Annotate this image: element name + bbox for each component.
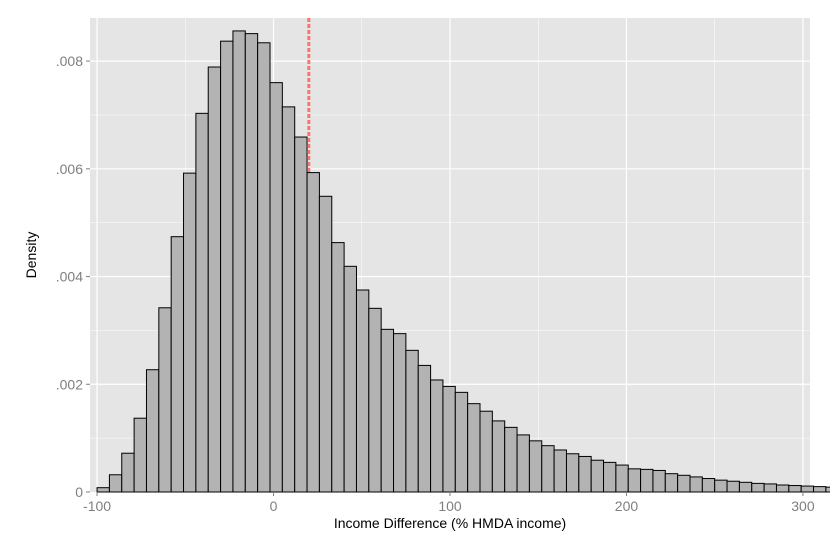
histogram-bar	[467, 403, 481, 493]
histogram-bar	[738, 481, 753, 493]
histogram-bar	[825, 486, 830, 493]
histogram-bar	[553, 449, 567, 493]
histogram-bar	[603, 461, 617, 493]
histogram-bar	[380, 328, 395, 493]
histogram-bar	[763, 483, 777, 493]
histogram-bar	[355, 289, 370, 493]
x-axis-title: Income Difference (% HMDA income)	[334, 515, 566, 531]
y-tick-label: .002	[56, 376, 83, 392]
histogram-bar	[590, 459, 605, 493]
histogram-bar	[726, 480, 740, 493]
histogram-bar	[393, 333, 407, 493]
histogram-bar	[331, 242, 345, 493]
x-axis-ticks: -100 0 100 200 300	[83, 492, 815, 514]
histogram-bar	[158, 307, 172, 493]
x-tick-label: 0	[270, 498, 278, 514]
histogram-bar	[565, 453, 580, 493]
y-tick-label: .004	[56, 269, 83, 285]
histogram-bar	[652, 469, 666, 493]
histogram-bar	[183, 172, 197, 493]
histogram-bar	[664, 473, 679, 493]
histogram-bar	[195, 112, 209, 493]
histogram-bar	[133, 417, 147, 493]
histogram-bar	[714, 479, 728, 493]
histogram-bar	[108, 474, 123, 493]
histogram-bar	[479, 410, 493, 493]
histogram-bar	[121, 452, 135, 493]
histogram-bar	[677, 474, 691, 493]
histogram-bar	[516, 434, 530, 493]
histogram-bar	[627, 468, 642, 493]
y-tick-label: .006	[56, 161, 83, 177]
histogram-bar	[294, 136, 308, 493]
histogram-bar	[813, 486, 827, 493]
histogram-bar	[615, 464, 629, 493]
x-tick-label: 300	[791, 498, 815, 514]
histogram-bar	[430, 379, 444, 493]
histogram-bar	[318, 195, 333, 493]
histogram-bar	[491, 420, 506, 493]
y-tick-label: .008	[56, 53, 83, 69]
histogram-bar	[800, 485, 815, 493]
histogram-bar	[751, 482, 765, 493]
histogram-bar	[281, 106, 296, 493]
histogram-bar	[689, 476, 703, 493]
histogram-bar	[578, 455, 592, 493]
y-axis-title: Density	[23, 232, 39, 279]
histogram-bar	[442, 385, 456, 493]
histogram-bar	[306, 172, 320, 493]
histogram-bar	[788, 485, 802, 493]
histogram-bar	[541, 445, 555, 493]
histogram-bar	[701, 478, 716, 493]
histogram-bar	[269, 82, 283, 493]
y-axis-ticks: 0 .002 .004 .006 .008	[56, 53, 90, 500]
histogram-bar	[207, 66, 222, 493]
histogram-bar	[528, 440, 543, 493]
x-tick-label: -100	[83, 498, 111, 514]
histogram-bar	[220, 40, 234, 493]
histogram-bar	[405, 349, 419, 493]
histogram-bar	[504, 426, 518, 493]
histogram-bar	[145, 369, 160, 493]
histogram-bar	[232, 30, 246, 493]
histogram-bar	[257, 42, 271, 493]
histogram-bar	[343, 265, 357, 493]
histogram-bar	[417, 364, 432, 493]
x-tick-label: 200	[615, 498, 639, 514]
histogram-bar	[775, 484, 790, 493]
histogram-bar	[454, 391, 469, 493]
histogram-bar	[170, 236, 185, 493]
histogram-bar	[96, 487, 110, 493]
histogram-bar	[640, 468, 654, 493]
histogram-bars	[96, 30, 830, 493]
y-tick-label: 0	[75, 484, 83, 500]
histogram-bar	[368, 307, 382, 493]
x-tick-label: 100	[438, 498, 462, 514]
histogram-bar	[244, 33, 259, 493]
